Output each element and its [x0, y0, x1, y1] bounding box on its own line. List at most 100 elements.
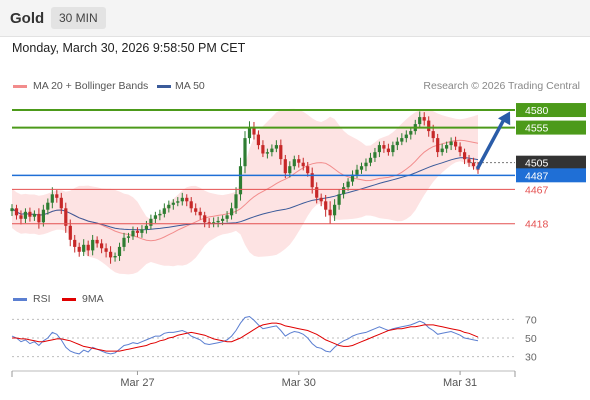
- candle-body: [19, 215, 23, 219]
- forecast-arrow: [476, 111, 511, 170]
- candle-body: [216, 220, 220, 223]
- candle-body: [46, 202, 50, 210]
- candle-body: [55, 194, 59, 198]
- instrument-title: Gold: [10, 10, 45, 27]
- candle-body: [86, 244, 90, 251]
- candle-body: [283, 159, 287, 174]
- candle-body: [109, 251, 113, 258]
- candle-body: [333, 204, 337, 216]
- candle-body: [37, 213, 41, 223]
- candle-body: [230, 208, 234, 216]
- candle-body: [301, 162, 305, 167]
- level-tag-4555: [516, 120, 586, 135]
- candle-body: [203, 215, 207, 223]
- candle-body: [23, 211, 27, 219]
- candle-body: [467, 159, 471, 163]
- x-tick-label: Mar 30: [282, 377, 316, 389]
- candle-body: [292, 159, 296, 167]
- rsi-tick-label-50: 50: [525, 333, 537, 345]
- rsi-series-line-0: [11, 315, 479, 355]
- candles: [10, 111, 480, 264]
- rsi-tick-label-70: 70: [525, 314, 537, 326]
- ma20-legend-swatch: [13, 85, 27, 88]
- candle-body: [162, 208, 166, 214]
- candle-body: [364, 162, 368, 167]
- rsi-panel: 70 50 30: [11, 314, 537, 364]
- level-label-4487: 4487: [525, 170, 549, 182]
- arrow-head: [498, 111, 511, 126]
- timeframe-button[interactable]: 30 MIN: [51, 7, 106, 29]
- candle-body: [342, 187, 346, 195]
- candle-body: [158, 213, 162, 216]
- candle-body: [207, 222, 211, 224]
- candle-body: [445, 145, 449, 149]
- candle-body: [77, 246, 81, 252]
- candle-body: [247, 127, 252, 139]
- candle-body: [422, 117, 426, 121]
- candle-body: [171, 202, 175, 205]
- candle-body: [297, 159, 301, 163]
- candle-body: [449, 141, 453, 146]
- candle-body: [144, 225, 148, 230]
- candle-body: [212, 222, 216, 224]
- candle-body: [373, 152, 377, 158]
- level-label-4580: 4580: [525, 105, 549, 117]
- candle-body: [328, 209, 332, 216]
- candle-body: [238, 166, 243, 195]
- candle-body: [153, 215, 157, 219]
- candle-body: [319, 197, 323, 202]
- candle-body: [409, 131, 413, 135]
- ma50-legend-swatch: [157, 85, 171, 88]
- candle-body: [135, 230, 140, 233]
- candle-body: [194, 208, 198, 212]
- candle-body: [350, 174, 355, 182]
- candle-body: [122, 237, 126, 247]
- moving-averages: [11, 139, 479, 242]
- rsi-tick-label-30: 30: [525, 352, 537, 364]
- candle-body: [117, 246, 122, 256]
- candle-body: [221, 218, 225, 221]
- level-label-4418: 4418: [525, 219, 549, 231]
- candle-body: [395, 141, 399, 146]
- chart-datetime: Monday, March 30, 2026 9:58:50 PM CET: [12, 41, 246, 55]
- candle-body: [337, 194, 341, 205]
- candle-body: [131, 230, 135, 237]
- candle-body: [368, 157, 373, 163]
- candle-body: [100, 243, 104, 249]
- candle-body: [310, 173, 314, 188]
- candle-body: [28, 211, 32, 217]
- candle-body: [113, 256, 117, 258]
- candle-body: [176, 201, 180, 203]
- candle-body: [68, 225, 72, 240]
- candle-body: [404, 134, 408, 139]
- candle-body: [315, 187, 319, 198]
- candle-body: [14, 208, 19, 216]
- level-tag-4505: [516, 155, 586, 170]
- candle-body: [149, 218, 153, 226]
- candle-body: [391, 145, 395, 153]
- candle-body: [458, 146, 462, 153]
- candle-body: [436, 138, 440, 153]
- candle-body: [355, 169, 359, 175]
- candle-body: [167, 204, 171, 209]
- level-tag-4580: [516, 103, 586, 118]
- candle-body: [306, 166, 310, 174]
- candle-body: [274, 145, 278, 149]
- candle-body: [261, 145, 265, 154]
- candle-body: [140, 229, 144, 233]
- candle-body: [359, 166, 364, 170]
- rsi-ma-legend-label: 9MA: [82, 293, 104, 305]
- level-label-4467: 4467: [525, 184, 549, 196]
- candle-body: [59, 197, 63, 209]
- candle-body: [10, 208, 14, 212]
- candle-body: [126, 236, 131, 238]
- candle-body: [73, 239, 77, 247]
- level-label-4555: 4555: [525, 123, 549, 135]
- candle-body: [288, 166, 292, 174]
- rsi-series-line-1: [12, 322, 479, 352]
- rsi-legend-swatch: [13, 298, 27, 301]
- candle-body: [95, 239, 99, 244]
- x-tick-label: Mar 31: [443, 377, 477, 389]
